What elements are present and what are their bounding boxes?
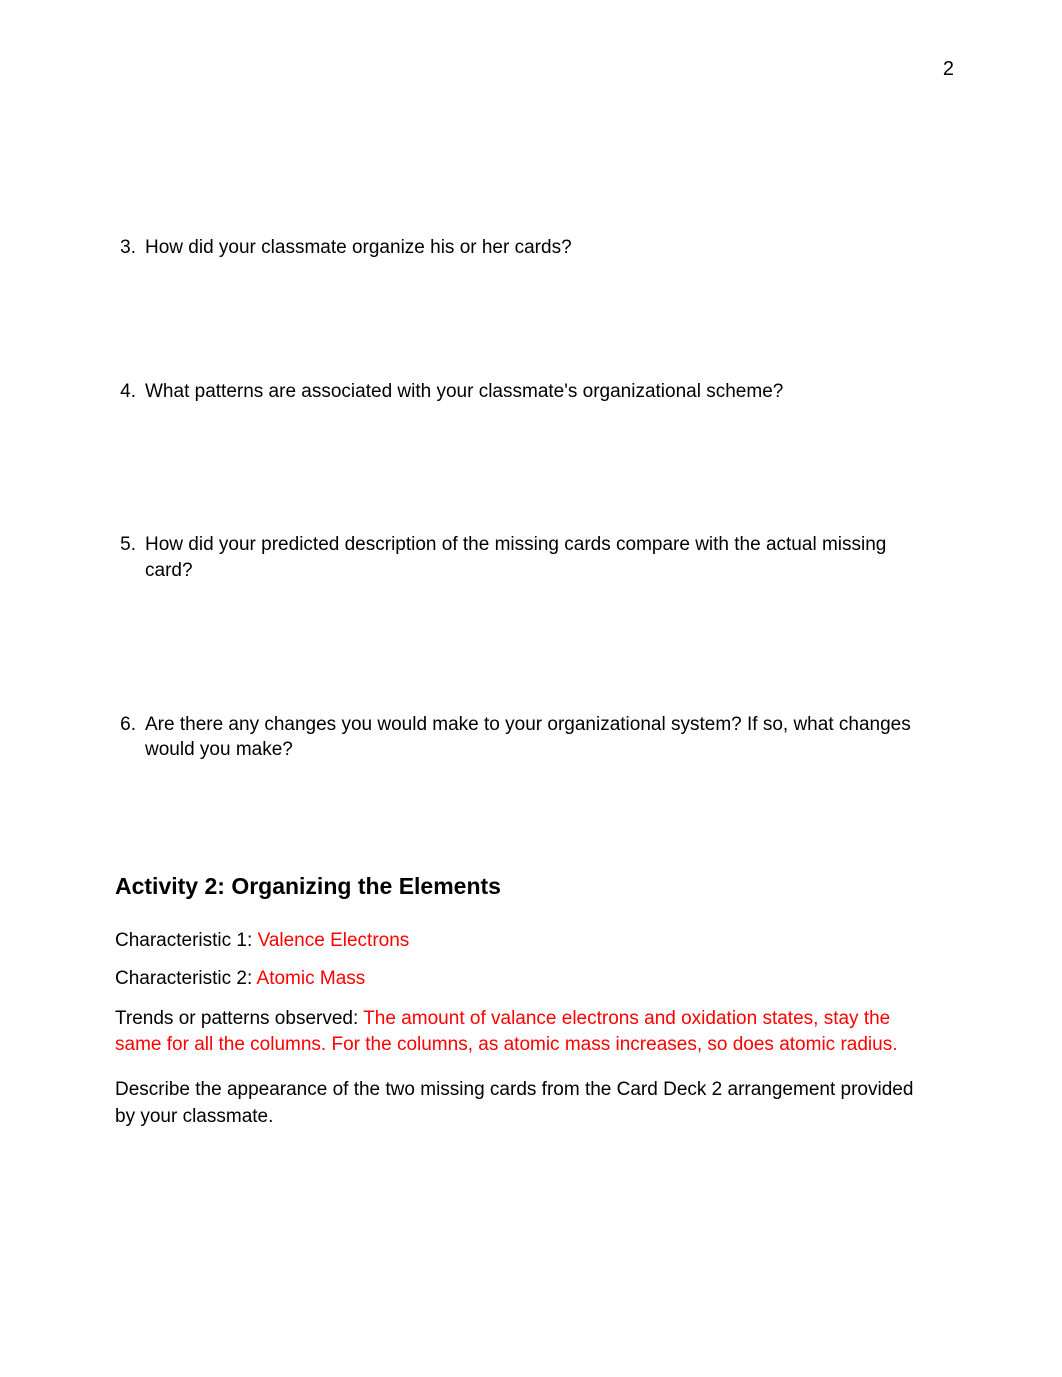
characteristic-1-value: Valence Electrons: [258, 930, 410, 951]
page-number: 2: [943, 58, 954, 81]
question-number: 3.: [115, 235, 141, 261]
question-item-3: 3. How did your classmate organize his o…: [115, 235, 937, 261]
characteristic-2-label: Characteristic 2:: [115, 968, 252, 989]
characteristic-2-value: Atomic Mass: [257, 968, 366, 989]
question-number: 4.: [115, 379, 141, 405]
question-item-5: 5. How did your predicted description of…: [115, 532, 937, 583]
describe-line: Describe the appearance of the two missi…: [115, 1077, 937, 1130]
characteristic-2-line: Characteristic 2: Atomic Mass: [115, 968, 937, 990]
trends-line: Trends or patterns observed: The amount …: [115, 1006, 937, 1059]
characteristic-1-line: Characteristic 1: Valence Electrons: [115, 930, 937, 952]
question-text: What patterns are associated with your c…: [141, 379, 937, 405]
question-text: How did your predicted description of th…: [141, 532, 937, 583]
activity-heading: Activity 2: Organizing the Elements: [115, 873, 937, 900]
question-number: 5.: [115, 532, 141, 583]
question-item-6: 6. Are there any changes you would make …: [115, 712, 937, 763]
characteristic-1-label: Characteristic 1:: [115, 930, 252, 951]
question-number: 6.: [115, 712, 141, 763]
question-list: 3. How did your classmate organize his o…: [115, 235, 937, 763]
question-item-4: 4. What patterns are associated with you…: [115, 379, 937, 405]
trends-label: Trends or patterns observed:: [115, 1008, 358, 1029]
page-content: 3. How did your classmate organize his o…: [0, 0, 1062, 1130]
question-text: Are there any changes you would make to …: [141, 712, 937, 763]
question-text: How did your classmate organize his or h…: [141, 235, 937, 261]
